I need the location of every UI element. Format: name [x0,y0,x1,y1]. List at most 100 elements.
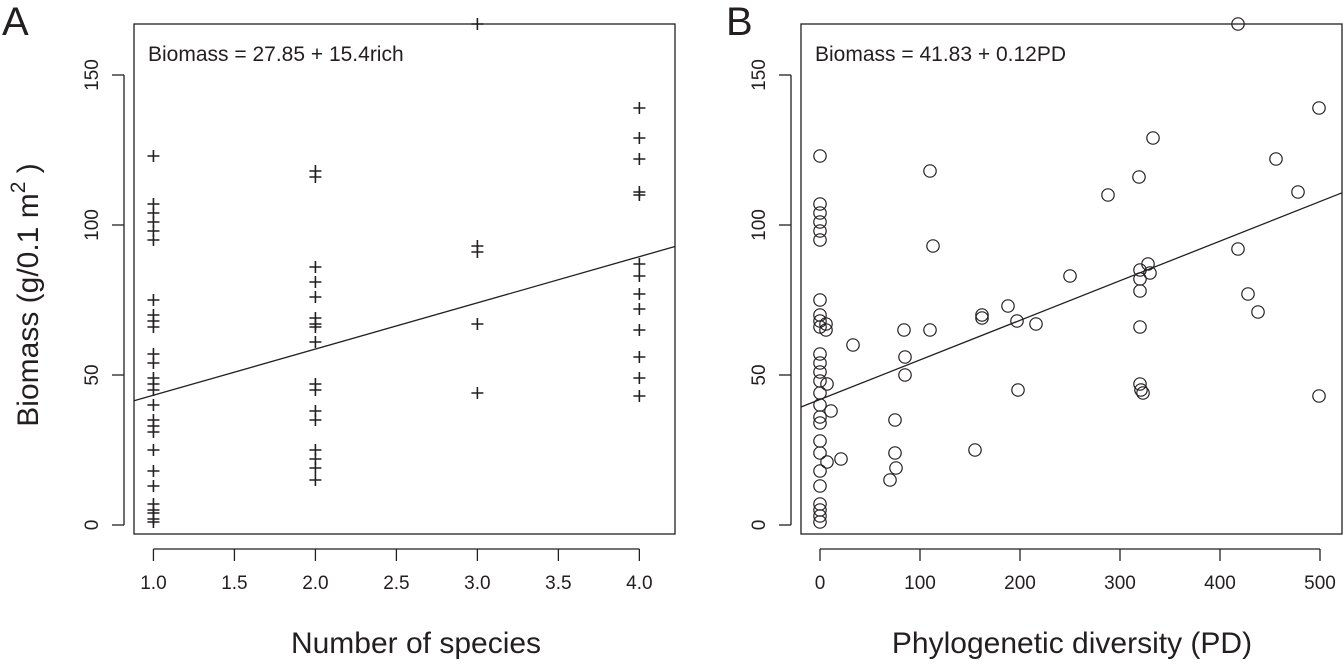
panel-b-data-point [968,443,982,457]
panel-a-data-point [147,150,160,162]
panel-a-y-tick-label: 100 [82,209,103,241]
panel-b-data-point [926,239,940,253]
panel-b-data-point [1133,284,1147,298]
panel-b-data-point [813,464,827,478]
panel-a-data-point [309,321,322,333]
panel-b-data-point [923,323,937,337]
panel-b-data-point [888,446,902,460]
panel-b-data-point [1231,17,1245,31]
panel-b-equation: Biomass = 41.83 + 0.12PD [815,43,1066,66]
panel-b-data-point [1029,317,1043,331]
panel-b-data-point [813,479,827,493]
panel-a-data-point [633,270,646,282]
panel-b-data-point [1312,101,1326,115]
panel-a-data-point [147,444,160,456]
panel-b-data-point [1141,257,1155,271]
panel-a-data-point [633,390,646,402]
panel-b-data-point [813,434,827,448]
panel-b-data-point [975,311,989,325]
panel-a-data-point [147,384,160,396]
panel-a-data-point [147,234,160,246]
panel-b-data-point [813,386,827,400]
panel-b-data-point [813,509,827,523]
panel-b-data-point [898,350,912,364]
panel-b-data-point [1132,170,1146,184]
panel-b-data-point [813,365,827,379]
panel-b-data-point [813,215,827,229]
panel-a-x-tick-label: 3.5 [545,573,571,594]
panel-b-data-point [1134,383,1148,397]
panel-a-x-tick-label: 1.0 [140,573,166,594]
panel-b-x-axis-title: Phylogenetic diversity (PD) [892,627,1252,660]
panel-b-x-tick-label: 300 [1104,573,1136,594]
panel-b-data-point [813,233,827,247]
panel-b-data-point [813,356,827,370]
panel-b-data-point [813,410,827,424]
panel-a-data-point [309,462,322,474]
panel-b-data-point [813,416,827,430]
panel-b-data-point [1291,185,1305,199]
panel-b-data-point [888,413,902,427]
panel-b-y-tick-label: 150 [749,59,770,91]
panel-a-data-point [147,465,160,477]
panel-b-data-point [834,452,848,466]
panel-b-y-tick-label: 100 [749,209,770,241]
panel-b-data-point [1146,131,1160,145]
panel-b-data-point [1269,152,1283,166]
panel-a-data-point [309,474,322,486]
panel-a-data-point [633,303,646,315]
panel-b-data-point [1136,386,1150,400]
panel-a-data-point [309,171,322,183]
panel-a-data-point [309,384,322,396]
panel-b-x-tick-label: 0 [815,573,826,594]
panel-b-data-point [813,197,827,211]
panel-a-y-tick-label: 150 [82,59,103,91]
panel-b-data-point [1231,242,1245,256]
panel-b-data-point [1143,266,1157,280]
panel-b-data-point [1063,269,1077,283]
panel-b-axes: 0 100 200 300 400 500 0 50 100 150 [749,59,1336,594]
panel-b-data-point [813,398,827,412]
panel-b-data-point [819,323,833,337]
panel-a-data-point [147,516,160,528]
panel-b-data-point [1133,377,1147,391]
panel-b-y-tick-label: 0 [749,520,770,531]
panel-a-data-point [309,291,322,303]
panel-b-data-point [813,149,827,163]
panel-b-data-point [1251,305,1265,319]
panel-a-data-point [471,318,484,330]
panel-a-x-tick-label: 2.5 [383,573,409,594]
panel-a-data-point [633,153,646,165]
panel-b-x-tick-label: 100 [904,573,936,594]
panel-a-x-tick-label: 3.0 [464,573,490,594]
panel-a-data-point [633,258,646,270]
panel-b-x-tick-label: 500 [1304,573,1336,594]
panel-b-data-point [813,206,827,220]
panel-b-data-point [975,308,989,322]
panel-b-data-point [923,164,937,178]
panel-b-letter: B [726,0,753,44]
panel-a-data-point [633,102,646,114]
panel-a-data-point [471,18,484,30]
panel-b-y-tick-label: 50 [749,364,770,385]
panel-b-data-point [813,293,827,307]
panel-b-marks [800,17,1343,529]
panel-b-data-point [820,377,834,391]
panel-a-data-point [471,387,484,399]
panel-b-data-point [819,317,833,331]
panel-b-data-point [1001,299,1015,313]
panel-b: B Biomass = 41.83 + 0.12PD Phylogenetic … [726,0,1343,660]
panel-a-data-point [633,324,646,336]
panel-a-equation: Biomass = 27.85 + 15.4rich [148,43,404,66]
panel-b-data-point [1133,320,1147,334]
panel-b-data-point [883,473,897,487]
panel-b-data-point [1101,188,1115,202]
panel-a-data-point [309,414,322,426]
panel-a-x-tick-label: 1.5 [221,573,247,594]
panel-a-data-point [147,357,160,369]
panel-b-data-point [813,374,827,388]
panel-a-x-axis-title: Number of species [291,627,541,660]
panel-a-data-point [147,399,160,411]
panel-a-data-point [633,372,646,384]
panel-a-letter: A [2,0,29,44]
